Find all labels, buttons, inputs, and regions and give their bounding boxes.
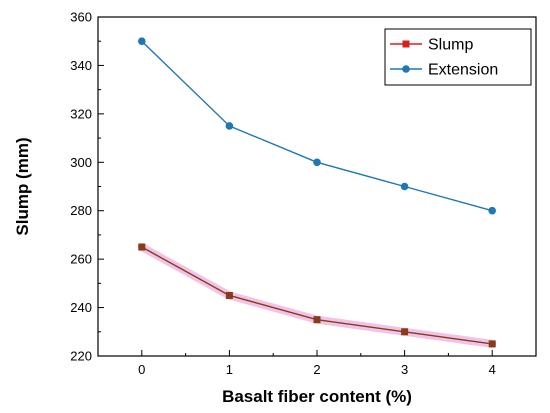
legend-label: Extension xyxy=(428,62,498,79)
data-point xyxy=(488,206,497,215)
data-point xyxy=(401,328,409,336)
y-tick-label: 360 xyxy=(70,10,92,25)
legend-marker xyxy=(402,65,410,73)
y-tick-label: 260 xyxy=(70,252,92,267)
x-axis-title: Basalt fiber content (%) xyxy=(222,387,412,406)
legend-item-extension: Extension xyxy=(390,62,498,79)
legend-item-slump: Slump xyxy=(390,37,473,54)
x-tick-label: 3 xyxy=(401,362,408,377)
legend-label: Slump xyxy=(428,37,473,54)
x-tick-label: 2 xyxy=(313,362,320,377)
y-axis-title: Slump (mm) xyxy=(13,137,32,235)
data-point xyxy=(138,37,146,46)
x-tick-label: 0 xyxy=(138,362,145,377)
series-line xyxy=(141,246,493,345)
data-point xyxy=(225,122,234,130)
y-tick-label: 340 xyxy=(70,58,92,73)
series-slump xyxy=(137,243,497,348)
y-tick-label: 280 xyxy=(70,203,92,218)
y-tick-label: 220 xyxy=(70,349,92,364)
x-tick-label: 4 xyxy=(489,362,496,377)
x-tick-label: 1 xyxy=(226,362,233,377)
legend: Slump Extension xyxy=(384,28,532,86)
y-tick-label: 320 xyxy=(70,106,92,121)
series-halo xyxy=(137,243,497,348)
axis-ticks: 220 240 260 280 300 320 340 360 0 1 2 3 4 xyxy=(70,10,496,378)
data-point xyxy=(400,182,409,191)
y-tick-label: 240 xyxy=(70,300,92,315)
legend-box xyxy=(384,28,532,86)
data-point xyxy=(313,316,321,324)
data-point xyxy=(313,158,321,167)
data-point xyxy=(488,340,496,348)
series-extension xyxy=(138,37,497,215)
y-tick-label: 300 xyxy=(70,155,92,170)
legend-marker xyxy=(402,40,410,48)
plot-marks xyxy=(137,37,497,348)
data-point xyxy=(138,243,146,251)
data-point xyxy=(225,291,233,299)
